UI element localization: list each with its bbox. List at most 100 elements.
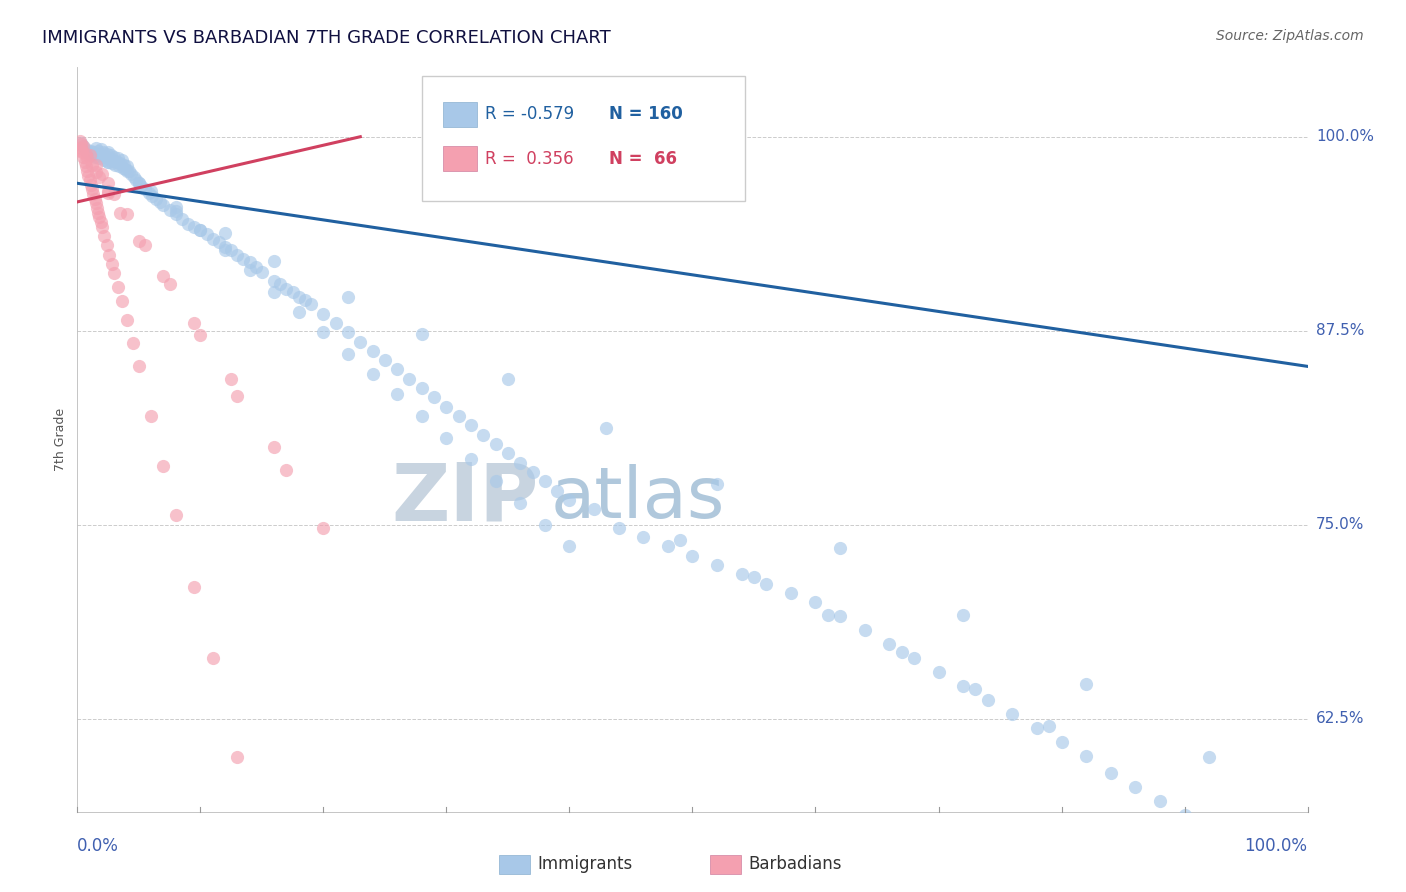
Point — [97, 176, 120, 190]
Point — [436, 400, 458, 414]
Point — [250, 843, 273, 857]
Point — [134, 182, 156, 196]
Point — [80, 144, 103, 158]
Point — [706, 558, 728, 572]
Point — [1125, 780, 1147, 794]
Point — [134, 238, 156, 252]
Point — [232, 252, 254, 267]
Text: N = 160: N = 160 — [609, 105, 682, 123]
Point — [72, 139, 94, 153]
Point — [152, 458, 174, 473]
Point — [325, 316, 347, 330]
Point — [93, 229, 115, 244]
Point — [208, 235, 231, 250]
Y-axis label: 7th Grade: 7th Grade — [53, 408, 67, 471]
Point — [84, 158, 107, 172]
Point — [82, 158, 104, 172]
Point — [115, 159, 138, 173]
Point — [509, 456, 531, 470]
Point — [447, 409, 470, 423]
Point — [70, 144, 93, 158]
Point — [83, 150, 105, 164]
Point — [90, 148, 114, 162]
Point — [98, 152, 121, 166]
Text: 100.0%: 100.0% — [1316, 129, 1374, 145]
Point — [152, 269, 174, 284]
Point — [546, 483, 568, 498]
Point — [82, 187, 104, 202]
Point — [98, 247, 121, 261]
Point — [706, 477, 728, 491]
Point — [76, 164, 98, 178]
Point — [87, 206, 110, 220]
Point — [595, 421, 617, 435]
Point — [219, 243, 242, 257]
Point — [114, 162, 136, 177]
Point — [534, 517, 557, 532]
Point — [361, 367, 384, 381]
Point — [633, 530, 655, 544]
Point — [411, 381, 433, 395]
Point — [115, 164, 138, 178]
Point — [97, 145, 120, 160]
Text: N =  66: N = 66 — [609, 150, 676, 168]
Point — [1038, 719, 1060, 733]
Point — [138, 186, 160, 200]
Point — [75, 146, 97, 161]
Point — [105, 154, 128, 169]
Text: 75.0%: 75.0% — [1316, 517, 1364, 533]
Point — [72, 139, 94, 153]
Point — [188, 223, 212, 237]
Point — [90, 167, 114, 181]
Point — [583, 502, 606, 516]
Point — [86, 146, 108, 161]
Point — [129, 179, 153, 194]
Point — [86, 201, 108, 215]
Point — [398, 372, 420, 386]
Point — [830, 609, 852, 624]
Point — [79, 148, 101, 162]
Point — [128, 234, 150, 248]
Point — [84, 140, 107, 154]
Point — [226, 247, 249, 261]
Point — [294, 293, 316, 307]
Point — [1026, 721, 1049, 735]
Point — [890, 645, 912, 659]
Point — [145, 192, 167, 206]
Point — [952, 679, 974, 693]
Point — [84, 165, 107, 179]
Point — [965, 682, 987, 697]
Point — [76, 145, 98, 160]
Point — [70, 137, 93, 152]
Point — [522, 465, 544, 479]
Point — [276, 463, 298, 477]
Point — [103, 266, 125, 280]
Point — [1272, 863, 1295, 878]
Point — [460, 452, 482, 467]
Text: Barbadians: Barbadians — [748, 855, 842, 873]
Point — [165, 204, 187, 219]
Point — [682, 549, 704, 563]
Point — [411, 409, 433, 423]
Point — [509, 496, 531, 510]
Point — [263, 285, 285, 299]
Point — [657, 540, 679, 554]
Point — [460, 418, 482, 433]
Point — [97, 154, 120, 169]
Point — [75, 142, 97, 156]
Point — [82, 182, 104, 196]
Point — [125, 173, 148, 187]
Point — [165, 508, 187, 523]
Point — [269, 277, 291, 292]
Point — [91, 145, 114, 160]
Point — [141, 409, 163, 423]
Point — [1247, 849, 1270, 863]
Point — [1223, 836, 1246, 850]
Point — [159, 202, 181, 217]
Point — [82, 148, 104, 162]
Point — [472, 427, 495, 442]
Point — [111, 294, 132, 309]
Point — [1149, 794, 1171, 808]
Point — [1076, 748, 1098, 763]
Point — [817, 607, 839, 622]
